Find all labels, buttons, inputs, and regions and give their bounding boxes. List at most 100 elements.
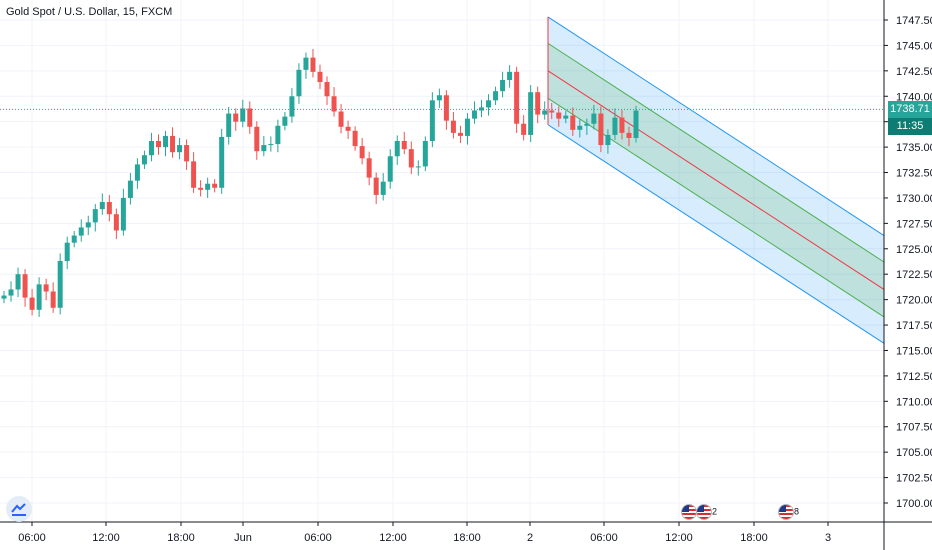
candle-body	[598, 113, 604, 146]
x-tick-label: 06:00	[304, 532, 332, 544]
candle-body	[170, 135, 176, 153]
candle-body	[317, 71, 323, 83]
candle-body	[155, 141, 161, 148]
x-tick-label: 18:00	[167, 532, 195, 544]
candle-body	[549, 110, 555, 113]
candle-body	[1, 295, 7, 299]
candle-body	[15, 274, 21, 290]
candle-body	[120, 197, 126, 231]
us-flag-icon	[681, 504, 697, 520]
candle-body	[219, 136, 225, 188]
candle-body	[626, 132, 632, 138]
candle-body	[254, 126, 260, 152]
y-tick-label: 1715.00	[896, 345, 932, 357]
candle-body	[556, 112, 562, 119]
y-tick-label: 1722.50	[896, 269, 932, 281]
candle-body	[289, 96, 295, 117]
candle-body	[514, 71, 520, 124]
candle-body	[296, 69, 302, 97]
candle-body	[584, 123, 590, 126]
candle-body	[450, 120, 456, 133]
candle-body	[591, 113, 597, 124]
candle-body	[577, 125, 583, 130]
candle-body	[78, 227, 84, 236]
candle-body	[479, 107, 485, 111]
y-tick-label: 1700.00	[896, 498, 932, 510]
x-tick-label: 3	[825, 532, 831, 544]
y-tick-label: 1710.00	[896, 396, 932, 408]
event-count: 2	[712, 506, 718, 517]
candle-body	[113, 214, 119, 231]
candle-body	[471, 110, 477, 119]
y-tick-label: 1702.50	[896, 473, 932, 485]
candle-body	[205, 183, 211, 190]
x-tick-label: 18:00	[740, 532, 768, 544]
countdown-label: 11:35	[888, 118, 932, 135]
x-tick-label: 2	[527, 532, 533, 544]
candle-body	[436, 95, 442, 101]
regression-channel[interactable]	[547, 16, 885, 344]
y-tick-label: 1707.50	[896, 422, 932, 434]
event-marker-2[interactable]: 2	[696, 504, 717, 520]
y-tick-label: 1712.50	[896, 371, 932, 383]
candle-body	[29, 297, 35, 310]
candle-body	[633, 110, 639, 138]
candle-body	[233, 113, 239, 122]
candle-body	[380, 181, 386, 195]
last-price-label: 1738.71	[888, 101, 932, 118]
candle-body	[457, 132, 463, 136]
y-tick-label: 1720.00	[896, 295, 932, 307]
channel-median-line	[547, 70, 885, 290]
y-tick-label: 1705.00	[896, 447, 932, 459]
candle-body	[493, 91, 499, 101]
candle-body	[57, 260, 63, 308]
chart-title: Gold Spot / U.S. Dollar, 15, FXCM	[6, 6, 173, 18]
event-marker-3[interactable]: 8	[778, 504, 799, 520]
y-tick-label: 1732.50	[896, 168, 932, 180]
x-tick-label: 06:00	[18, 532, 46, 544]
channel-inner-lower-line	[547, 97, 885, 318]
candle-body	[92, 209, 98, 223]
candle-body	[310, 57, 316, 72]
y-tick-label: 1730.00	[896, 193, 932, 205]
candle-body	[303, 57, 309, 70]
channel-lower-line	[547, 124, 885, 344]
candle-body	[528, 92, 534, 135]
candle-body	[359, 146, 365, 159]
candle-body	[240, 108, 246, 122]
candle-body	[345, 126, 351, 131]
candle-body	[331, 96, 337, 112]
us-flag-icon	[696, 504, 712, 520]
candle-body	[542, 110, 548, 115]
tradingview-logo-icon[interactable]	[6, 496, 32, 522]
candle-body	[563, 115, 569, 119]
candle-body	[261, 145, 267, 152]
y-tick-label: 1717.50	[896, 320, 932, 332]
candle-body	[99, 202, 105, 210]
candle-body	[8, 289, 14, 296]
candle-body	[268, 144, 274, 146]
candle-body	[429, 100, 435, 142]
candle-body	[226, 113, 232, 137]
candle-body	[394, 141, 400, 157]
candle-body	[464, 118, 470, 136]
candle-body	[148, 141, 154, 156]
candle-body	[191, 161, 197, 188]
x-tick-label: 12:00	[92, 532, 120, 544]
candle-body	[247, 108, 253, 127]
y-tick-label: 1747.50	[896, 15, 932, 27]
candle-body	[134, 164, 140, 181]
x-tick-label: 12:00	[665, 532, 693, 544]
candle-body	[43, 284, 49, 292]
candle-body	[282, 116, 288, 126]
candle-body	[184, 145, 190, 162]
candle-body	[352, 130, 358, 147]
channel-upper-line	[547, 16, 885, 236]
candle-body	[387, 156, 393, 182]
candle-body	[415, 166, 421, 168]
candle-body	[36, 284, 42, 310]
x-tick-label: Jun	[234, 532, 252, 544]
event-marker-1[interactable]: 2	[681, 504, 702, 520]
candle-body	[401, 141, 407, 150]
